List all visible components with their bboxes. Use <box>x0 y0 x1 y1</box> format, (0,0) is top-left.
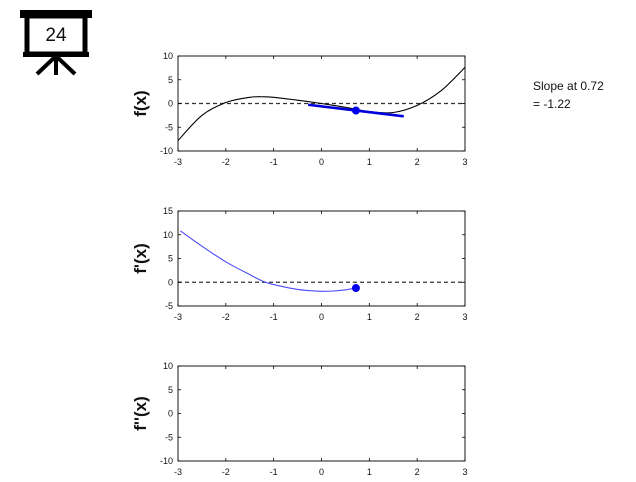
y-tick-label: -5 <box>165 122 173 132</box>
axes-box <box>177 365 466 462</box>
board-leg-right <box>54 54 77 76</box>
slope-annotation-line-1: Slope at 0.72 <box>533 77 604 95</box>
x-tick-label: 0 <box>319 312 324 322</box>
y-tick-label: 10 <box>163 230 173 240</box>
x-tick-label: 3 <box>462 467 467 477</box>
y-tick-label: 0 <box>168 99 173 109</box>
derivative-curve <box>180 230 356 292</box>
x-tick-label: -2 <box>222 467 230 477</box>
y-tick-label: -10 <box>160 456 173 466</box>
slope-value: = -1.22 <box>533 97 571 111</box>
board-leg-left <box>35 54 58 76</box>
current-point-marker <box>351 284 360 293</box>
y-tick-label: 15 <box>163 206 173 216</box>
x-tick-label: 2 <box>415 312 420 322</box>
slide-number: 24 <box>45 25 67 46</box>
x-tick-label: -3 <box>174 312 182 322</box>
x-tick-label: 1 <box>367 467 372 477</box>
x-tick-label: -1 <box>270 312 278 322</box>
y-tick-label: 0 <box>168 277 173 287</box>
x-tick-label: 3 <box>462 157 467 167</box>
x-tick-label: 1 <box>367 312 372 322</box>
board-bottom-bar <box>23 52 89 57</box>
y-tick-label: 10 <box>163 51 173 61</box>
y-tick-label: 0 <box>168 409 173 419</box>
presentation-board-icon: 24 <box>20 8 92 76</box>
x-tick-label: 0 <box>319 467 324 477</box>
y-tick-label: -10 <box>160 146 173 156</box>
y-tick-label: -5 <box>165 432 173 442</box>
y-axis-label: f(x) <box>131 90 150 116</box>
x-tick-label: 2 <box>415 467 420 477</box>
x-tick-label: 1 <box>367 157 372 167</box>
y-tick-label: -5 <box>165 301 173 311</box>
x-tick-label: -1 <box>270 157 278 167</box>
chart-panel-2: -3 -2 -1 0 1 2 3 -5 0 5 10 15 f'(x) <box>131 206 468 322</box>
x-tick-label: -3 <box>174 157 182 167</box>
y-axis-label: f''(x) <box>131 396 150 431</box>
slope-x-value: 0.72 <box>580 79 604 93</box>
y-tick-label: 5 <box>168 75 173 85</box>
current-point-marker <box>351 106 360 115</box>
function-curve <box>178 67 465 141</box>
x-tick-label: -2 <box>222 157 230 167</box>
y-tick-label: 5 <box>168 385 173 395</box>
y-tick-label: 5 <box>168 254 173 264</box>
x-tick-label: -3 <box>174 467 182 477</box>
x-tick-label: 2 <box>415 157 420 167</box>
slope-prefix: Slope at <box>533 79 578 93</box>
y-tick-label: 10 <box>163 361 173 371</box>
x-tick-label: 0 <box>319 157 324 167</box>
x-tick-label: 3 <box>462 312 467 322</box>
x-tick-label: -2 <box>222 312 230 322</box>
x-tick-label: -1 <box>270 467 278 477</box>
slope-annotation: Slope at 0.72 = -1.22 <box>533 77 604 113</box>
y-axis-label: f'(x) <box>131 243 150 273</box>
